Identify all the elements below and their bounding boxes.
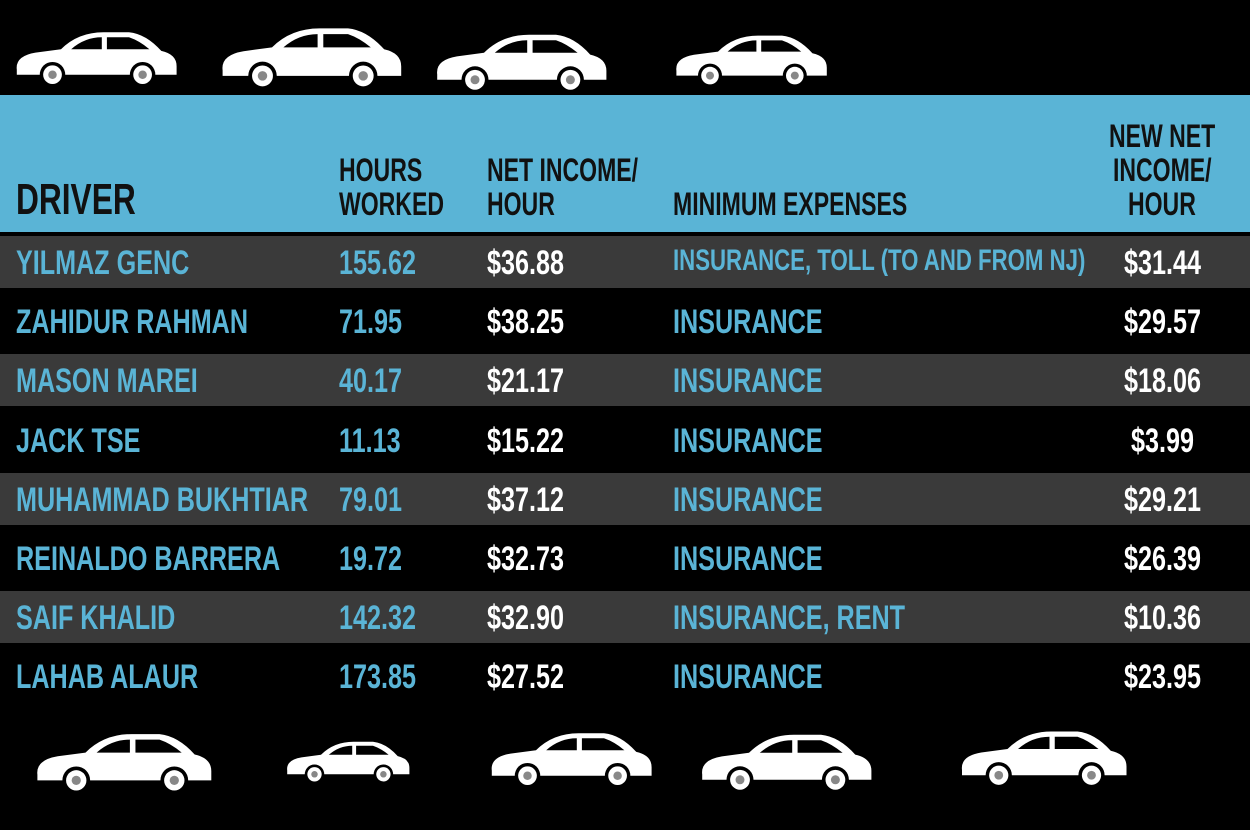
table-cell: LAHAB ALAUR [16,658,199,697]
table-cell: $38.25 [487,303,564,342]
table-cell: INSURANCE [673,362,823,401]
table-cell: $21.17 [487,362,564,401]
table-cell: $3.99 [1130,421,1194,460]
column-header: HOURS [339,152,423,188]
column-header: MINIMUM EXPENSES [673,186,908,222]
row-background [0,295,1250,348]
row-background [0,532,1250,584]
table-cell: $15.22 [487,421,564,460]
table-cell: INSURANCE [673,658,823,697]
table-cell: 40.17 [339,362,402,401]
table-cell: INSURANCE [673,480,823,519]
table-cell: SAIF KHALID [16,599,176,638]
table-cell: $27.52 [487,658,564,697]
table-cell: 155.62 [339,244,416,282]
table-cell: 173.85 [339,658,416,697]
table-cell: $37.12 [487,480,564,519]
bottom-cars [37,731,1127,795]
table-cell: 142.32 [339,599,416,638]
column-header: HOUR [487,186,555,222]
table-cell: $26.39 [1123,540,1201,578]
table-cell: 71.95 [339,303,402,342]
row-background [0,354,1250,407]
table-cell: $32.73 [487,540,564,578]
table-cell: INSURANCE, TOLL (TO AND FROM NJ) [673,244,1086,277]
table-cell: INSURANCE [673,303,823,342]
table-cell: $29.21 [1123,480,1201,519]
row-background [0,413,1250,466]
table-cell: $32.90 [487,599,564,638]
column-header: NEW NET [1108,118,1215,154]
column-header: HOUR [1128,186,1196,222]
header-band [0,95,1250,232]
table-cell: $31.44 [1123,244,1201,282]
table-cell: INSURANCE [673,540,823,578]
table-cell: INSURANCE [673,421,823,460]
table-cell: ZAHIDUR RAHMAN [16,303,249,342]
column-header: WORKED [339,186,444,222]
column-header: DRIVER [16,175,136,224]
table-cell: 19.72 [339,540,402,578]
row-background [0,591,1250,644]
table-cell: 79.01 [339,480,402,519]
table-cell: INSURANCE, RENT [673,599,906,638]
row-background [0,236,1250,288]
table-cell: YILMAZ GENC [16,244,190,282]
table-cell: $23.95 [1123,658,1201,697]
table-cell: $36.88 [487,244,564,282]
table-cell: MASON MAREI [16,362,198,401]
top-cars [16,28,827,94]
table-cell: MUHAMMAD BUKHTIAR [16,480,309,519]
column-header: INCOME/ [1112,152,1212,188]
table-cell: $18.06 [1123,362,1201,401]
table-cell: REINALDO BARRERA [16,540,281,578]
table-cell: 11.13 [339,421,401,460]
row-background [0,472,1250,525]
table-cell: $29.57 [1123,303,1201,342]
row-background [0,650,1250,703]
table-cell: $10.36 [1123,599,1201,638]
table-cell: JACK TSE [16,421,141,460]
column-header: NET INCOME/ [487,152,639,188]
